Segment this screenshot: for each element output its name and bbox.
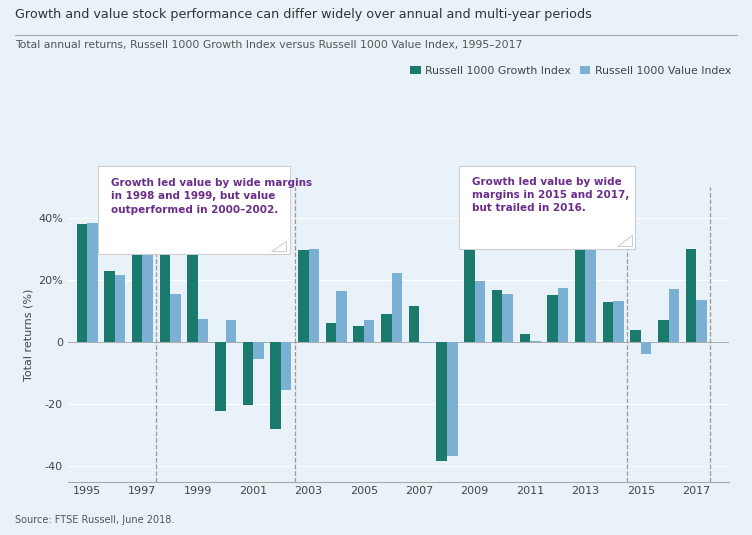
Bar xyxy=(298,250,308,342)
Y-axis label: Total returns (%): Total returns (%) xyxy=(24,288,34,380)
Bar xyxy=(696,300,707,342)
Text: Source: FTSE Russell, June 2018.: Source: FTSE Russell, June 2018. xyxy=(15,515,174,525)
Bar xyxy=(142,233,153,342)
Bar xyxy=(575,239,586,342)
Bar xyxy=(281,342,292,390)
Bar xyxy=(353,326,364,342)
Bar xyxy=(215,342,226,411)
Bar xyxy=(226,320,236,342)
Bar xyxy=(464,227,475,342)
Text: Growth led value by wide margins
in 1998 and 1999, but value
outperformed in 200: Growth led value by wide margins in 1998… xyxy=(111,178,311,215)
Bar xyxy=(436,342,447,461)
Bar xyxy=(159,222,170,342)
Bar xyxy=(658,320,669,342)
Bar xyxy=(586,241,596,342)
Bar xyxy=(669,288,679,342)
Bar xyxy=(392,273,402,342)
Bar xyxy=(271,342,281,429)
Bar xyxy=(243,342,253,406)
Bar xyxy=(420,342,430,343)
Bar xyxy=(87,223,98,342)
Bar xyxy=(187,239,198,342)
Bar xyxy=(630,330,641,342)
Bar xyxy=(326,323,336,342)
Bar xyxy=(447,342,457,456)
Bar xyxy=(381,314,392,342)
Bar xyxy=(409,305,420,342)
Text: Total annual returns, Russell 1000 Growth Index versus Russell 1000 Value Index,: Total annual returns, Russell 1000 Growt… xyxy=(15,40,523,50)
Text: Growth led value by wide
margins in 2015 and 2017,
but trailed in 2016.: Growth led value by wide margins in 2015… xyxy=(472,177,629,213)
Bar xyxy=(105,271,115,342)
Bar xyxy=(547,295,558,342)
Bar xyxy=(530,341,541,342)
Bar xyxy=(502,294,513,342)
Bar xyxy=(198,319,208,342)
Bar xyxy=(558,288,569,342)
Bar xyxy=(364,320,374,342)
Bar xyxy=(77,224,87,342)
Bar xyxy=(641,342,651,354)
Text: Growth and value stock performance can differ widely over annual and multi-year : Growth and value stock performance can d… xyxy=(15,8,592,21)
Bar xyxy=(132,248,142,342)
Bar xyxy=(115,275,126,342)
Legend: Russell 1000 Growth Index, Russell 1000 Value Index: Russell 1000 Growth Index, Russell 1000 … xyxy=(405,62,735,80)
Bar xyxy=(253,342,264,360)
Bar xyxy=(602,302,613,342)
Bar xyxy=(336,291,347,342)
Bar xyxy=(686,249,696,342)
Bar xyxy=(308,249,319,342)
Bar xyxy=(520,334,530,342)
Bar xyxy=(170,294,180,342)
Bar xyxy=(613,301,623,342)
Bar xyxy=(492,291,502,342)
Bar xyxy=(475,281,485,342)
